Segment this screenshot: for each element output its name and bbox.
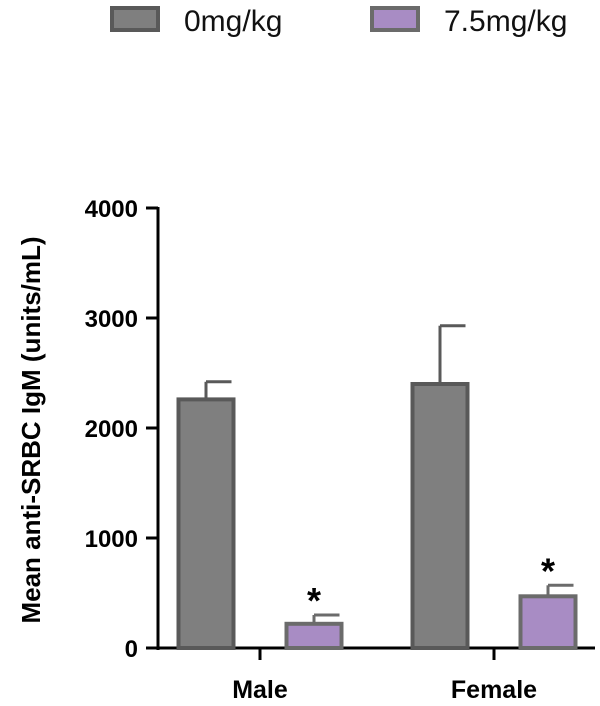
x-tick-label: Female bbox=[451, 676, 537, 704]
y-axis: 0 1000 2000 3000 4000 bbox=[85, 196, 160, 663]
bar-male-treated bbox=[284, 621, 344, 650]
legend-swatch bbox=[370, 6, 420, 32]
y-tick-label: 3000 bbox=[85, 306, 138, 333]
y-tick-label: 0 bbox=[125, 636, 138, 663]
bars: ** bbox=[176, 324, 578, 650]
significance-marker: * bbox=[307, 580, 321, 621]
y-tick-label: 2000 bbox=[85, 416, 138, 443]
x-tick-label: Male bbox=[232, 676, 288, 704]
y-tick-label: 4000 bbox=[85, 196, 138, 223]
legend-label: 7.5mg/kg bbox=[444, 5, 567, 38]
y-tick-label: 1000 bbox=[85, 526, 138, 553]
y-axis-title: Mean anti-SRBC IgM (units/mL) bbox=[16, 236, 46, 623]
x-axis: Male Female bbox=[157, 646, 595, 704]
significance-marker: * bbox=[541, 550, 555, 591]
legend-swatch bbox=[110, 6, 160, 32]
legend: 0mg/kg 7.5mg/kg bbox=[110, 5, 567, 38]
legend-label: 0mg/kg bbox=[184, 5, 282, 38]
bar-male-control bbox=[176, 397, 236, 650]
bar-female-treated bbox=[518, 594, 578, 650]
bar-female-control bbox=[410, 382, 470, 650]
